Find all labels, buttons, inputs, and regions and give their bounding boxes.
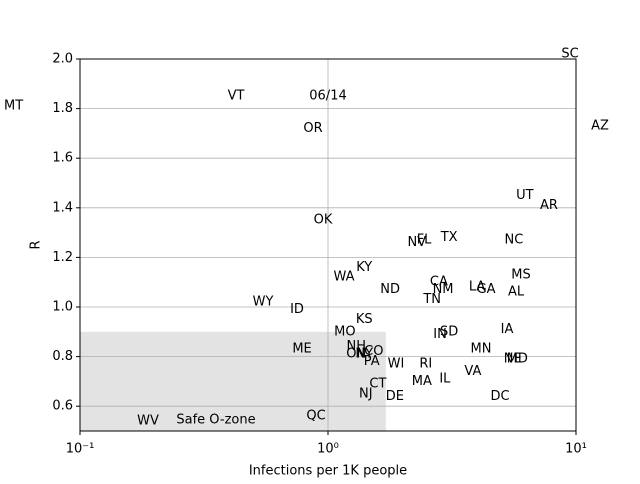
y-tick-label: 1.6 xyxy=(52,151,73,166)
point-label: IN xyxy=(433,327,447,342)
point-label: DE xyxy=(386,389,404,404)
x-tick-label: 10⁰ xyxy=(317,442,339,457)
y-tick-label: 1.4 xyxy=(52,200,73,215)
point-label: GA xyxy=(477,282,496,297)
point-label: VA xyxy=(464,364,481,379)
point-label: ID xyxy=(290,302,304,317)
y-tick-label: 0.8 xyxy=(52,349,73,364)
point-label: LA xyxy=(469,280,486,295)
point-label: UT xyxy=(516,188,534,203)
point-label: WA xyxy=(333,270,354,285)
annotation: 06/14 xyxy=(309,89,346,104)
point-label: FL xyxy=(417,233,432,248)
point-label: OK xyxy=(314,213,333,228)
point-label: TN xyxy=(422,292,441,307)
point-label: MA xyxy=(412,374,432,389)
point-label: CA xyxy=(430,275,448,290)
point-label: NV xyxy=(407,235,426,250)
point-label: AL xyxy=(508,285,525,300)
x-tick-label: 10¹ xyxy=(565,442,587,457)
point-label: NJ xyxy=(359,386,373,401)
point-label: AR xyxy=(540,198,558,213)
point-label: ME xyxy=(292,342,311,357)
y-tick-label: 2.0 xyxy=(52,52,73,67)
point-label: IL xyxy=(439,371,451,386)
point-label: KY xyxy=(356,260,372,275)
point-label: ND xyxy=(380,282,400,297)
x-tick-label: 10⁻¹ xyxy=(66,442,95,457)
point-label: TX xyxy=(440,230,458,245)
y-tick-label: 0.6 xyxy=(52,399,73,414)
point-label: DC xyxy=(490,389,509,404)
point-label: CT xyxy=(369,376,386,391)
point-label: NC xyxy=(505,233,524,248)
zone-label: Safe O-zone xyxy=(176,413,255,428)
point-label: AZ xyxy=(591,118,609,133)
point-label: MT xyxy=(4,99,23,114)
point-label: NY xyxy=(355,347,373,362)
plot-frame xyxy=(79,58,577,432)
point-label: WV xyxy=(137,414,159,429)
point-label: MD xyxy=(507,352,528,367)
point-label: NH xyxy=(347,339,367,354)
point-label: QC xyxy=(306,409,325,424)
point-label: VT xyxy=(228,89,245,104)
x-axis-label: Infections per 1K people xyxy=(249,464,407,479)
y-axis-label: R xyxy=(29,240,44,249)
safe-zone xyxy=(80,331,386,431)
y-tick-label: 1.0 xyxy=(52,300,73,315)
y-tick-label: 1.2 xyxy=(52,250,73,265)
point-label: SC xyxy=(561,47,578,62)
point-label: RI xyxy=(419,357,432,372)
point-label: IA xyxy=(501,322,514,337)
point-label: WY xyxy=(253,295,274,310)
point-label: CO xyxy=(364,344,383,359)
point-label: MO xyxy=(334,324,355,339)
point-label: MS xyxy=(511,267,530,282)
point-label: NM xyxy=(433,282,454,297)
point-label: NE xyxy=(504,352,522,367)
point-label: ON xyxy=(346,347,366,362)
point-label: SD xyxy=(440,324,458,339)
point-label: KS xyxy=(356,312,373,327)
point-label: OR xyxy=(303,121,322,136)
point-label: PA xyxy=(364,354,380,369)
point-label: MN xyxy=(471,342,492,357)
y-tick-label: 1.8 xyxy=(52,101,73,116)
point-label: WI xyxy=(388,357,405,372)
